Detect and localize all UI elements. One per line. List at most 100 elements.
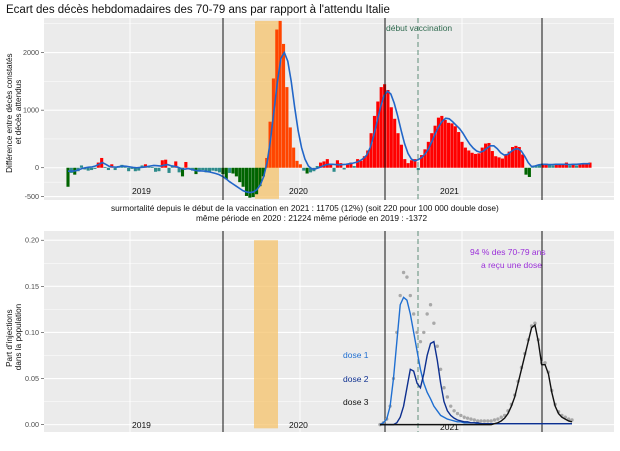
total-dot [428, 303, 433, 307]
bottom-highlight-band [254, 240, 278, 429]
weekly-bar [322, 161, 326, 168]
weekly-bar [234, 167, 238, 177]
bottom-y-tick-label: 0.10 [25, 328, 39, 337]
weekly-bar [386, 89, 390, 168]
weekly-bar [231, 167, 235, 174]
weekly-bar [554, 164, 558, 168]
weekly-bar [524, 167, 528, 175]
weekly-bar [69, 167, 73, 173]
weekly-bar [504, 154, 508, 168]
weekly-bar [430, 133, 434, 168]
weekly-bar [514, 145, 518, 168]
weekly-bar [197, 167, 201, 172]
vaccination-label: début vaccination [386, 23, 452, 33]
weekly-bar [403, 159, 407, 168]
weekly-bar [349, 162, 353, 168]
weekly-bar [143, 164, 148, 168]
weekly-bar [228, 167, 232, 173]
total-dot [570, 418, 574, 422]
weekly-bar [352, 166, 356, 168]
total-dot [455, 411, 460, 416]
bottom-year-2019: 2019 [132, 420, 151, 430]
weekly-bar [319, 162, 323, 168]
weekly-bar [558, 163, 562, 168]
weekly-bar [477, 153, 481, 168]
total-dot [425, 312, 429, 316]
weekly-bar [467, 150, 471, 168]
weekly-bar [548, 164, 552, 168]
total-dot [496, 417, 500, 421]
weekly-bar [396, 133, 400, 168]
total-dot [486, 419, 490, 423]
weekly-bar [342, 167, 346, 170]
total-dot [479, 419, 483, 423]
total-dot [398, 293, 402, 298]
dose-2-line [380, 340, 572, 426]
total-dot [482, 419, 487, 423]
weekly-bar [238, 167, 242, 183]
weekly-bar [281, 43, 286, 168]
total-dot [415, 330, 419, 335]
weekly-bar [329, 164, 333, 168]
percent-note-line1: 94 % des 70-79 ans [470, 247, 546, 257]
top-y-tick-label: 0 [35, 163, 39, 172]
weekly-bar [473, 153, 478, 168]
top-y-tick-label: -500 [25, 192, 39, 201]
top-smooth-curve [68, 50, 590, 194]
weekly-bar [568, 165, 572, 168]
weekly-bar [90, 167, 94, 171]
top-y-tick-label: 1000 [23, 106, 39, 115]
weekly-bar [137, 167, 141, 171]
weekly-bar [369, 133, 373, 168]
weekly-bar [106, 167, 110, 171]
weekly-bar [463, 147, 467, 168]
weekly-bar [154, 167, 158, 172]
weekly-bar [224, 167, 228, 180]
weekly-bar [517, 147, 521, 168]
total-dot [543, 361, 547, 365]
weekly-bar [564, 162, 568, 168]
weekly-bar [389, 107, 393, 168]
weekly-bar [214, 167, 218, 172]
weekly-bar [426, 141, 430, 168]
total-dot [438, 367, 443, 371]
weekly-bar [443, 119, 447, 168]
weekly-bar [302, 167, 306, 171]
weekly-bar [484, 143, 488, 168]
total-dot [449, 404, 453, 408]
bottom-panel-background [44, 231, 614, 432]
top-year-2020: 2020 [289, 186, 308, 196]
weekly-bar [157, 167, 161, 172]
total-dot [492, 418, 497, 422]
top-year-2019: 2019 [132, 186, 151, 196]
total-dot [411, 312, 416, 316]
weekly-bar [356, 159, 360, 168]
weekly-bar [285, 87, 289, 168]
weekly-bar [527, 167, 531, 177]
top-y-axis-label: Différence entre décès constatés et décè… [5, 51, 23, 173]
total-dot [472, 418, 477, 422]
weekly-bar [490, 151, 494, 168]
weekly-bar [541, 164, 545, 168]
weekly-bar [184, 161, 188, 168]
weekly-bar [574, 165, 579, 168]
legend-dose-2: dose 2 [343, 374, 369, 384]
weekly-bar [271, 78, 275, 168]
weekly-bar [416, 167, 420, 171]
total-dot [445, 395, 450, 399]
weekly-bar [150, 167, 154, 168]
weekly-bar [204, 167, 208, 173]
percent-note-line2: a reçu une dose [481, 260, 542, 270]
weekly-bar [379, 87, 383, 168]
stats-line-1: surmortalité depuis le début de la vacci… [111, 203, 499, 213]
weekly-bar [393, 118, 397, 168]
weekly-bar [413, 159, 417, 168]
total-dot [489, 419, 493, 423]
weekly-bar [420, 155, 424, 168]
weekly-bar [457, 132, 461, 168]
chart-title: Ecart des décès hebdomadaires des 70-79 … [6, 4, 390, 16]
total-dot [462, 415, 466, 419]
weekly-bar [544, 163, 548, 168]
bottom-year-2021: 2021 [440, 422, 459, 432]
